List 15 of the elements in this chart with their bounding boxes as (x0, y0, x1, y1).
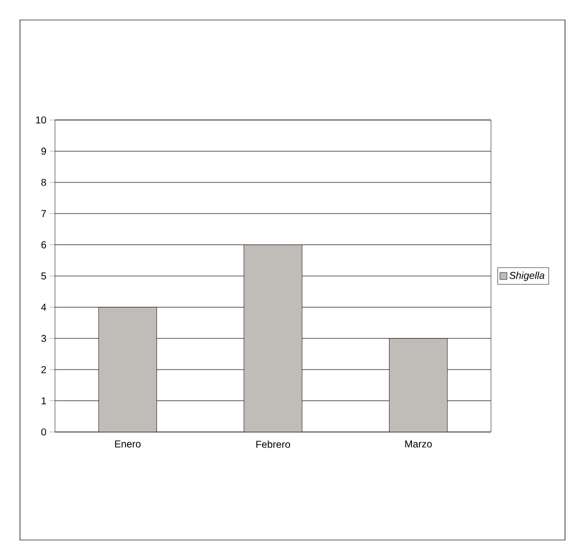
y-tick-label: 6 (41, 241, 46, 248)
y-tick-label: 2 (41, 366, 46, 374)
x-tick-label: Febrero (256, 440, 290, 448)
y-tick-label: 7 (41, 210, 46, 218)
legend-label: Shigella (509, 272, 544, 281)
y-tick-label: 4 (41, 304, 46, 311)
x-tick-label: Marzo (405, 440, 432, 448)
y-tick-label: 1 (42, 397, 46, 404)
y-tick-label: 3 (41, 334, 46, 342)
y-tick-label: 8 (41, 178, 46, 186)
y-tick-label: 10 (36, 116, 46, 124)
y-tick-label: 5 (41, 272, 46, 280)
x-tick-label: Enero (115, 440, 141, 448)
y-tick-label: 0 (41, 428, 46, 436)
y-tick-label: 9 (41, 148, 46, 155)
